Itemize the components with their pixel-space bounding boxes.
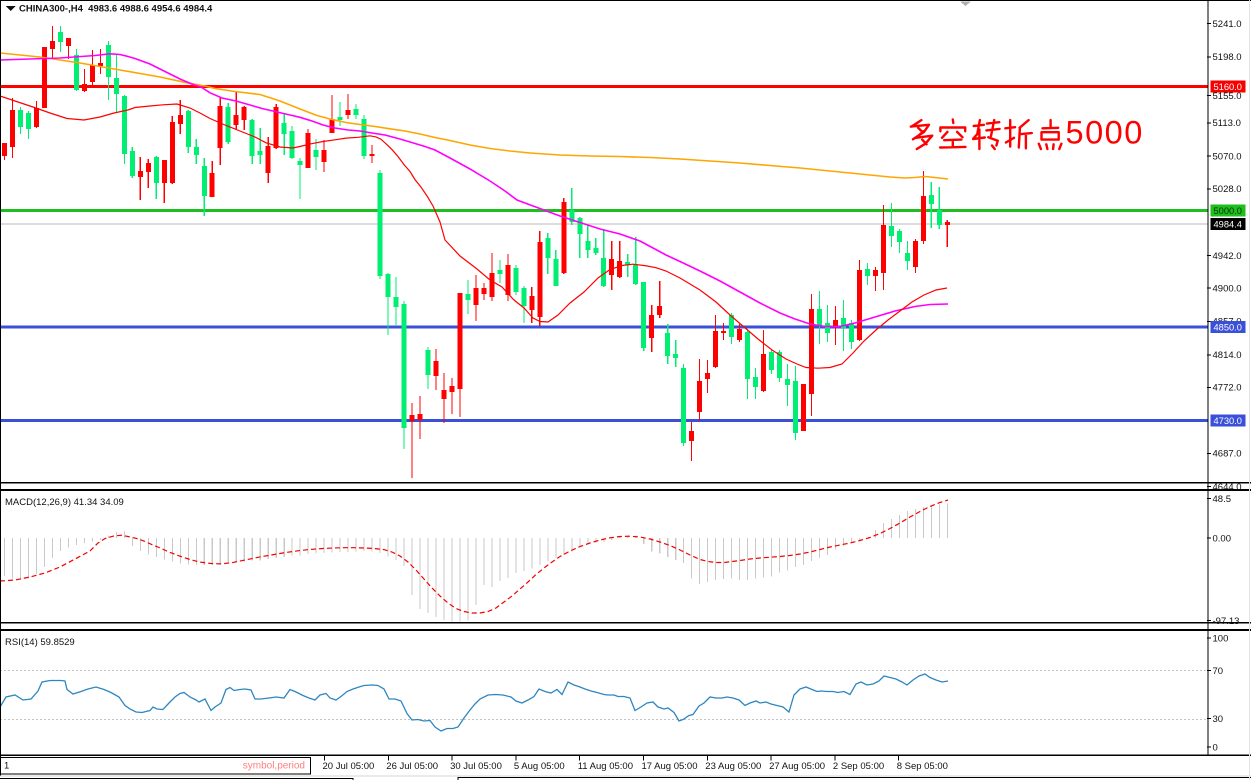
- svg-text:23 Aug 05:00: 23 Aug 05:00: [705, 761, 761, 772]
- svg-text:8 Sep 05:00: 8 Sep 05:00: [897, 761, 948, 772]
- svg-text:5155.0: 5155.0: [1213, 91, 1242, 102]
- svg-text:17 Aug 05:00: 17 Aug 05:00: [642, 761, 698, 772]
- svg-text:30: 30: [1213, 714, 1224, 725]
- svg-text:30 Jul 05:00: 30 Jul 05:00: [450, 761, 502, 772]
- svg-text:26 Jul 05:00: 26 Jul 05:00: [386, 761, 438, 772]
- svg-text:11 Aug 05:00: 11 Aug 05:00: [578, 761, 633, 772]
- svg-text:20 Jul 05:00: 20 Jul 05:00: [323, 761, 375, 772]
- svg-text:CHINA300-,H4 4983.6 4988.6 49: CHINA300-,H4 4983.6 4988.6 4954.6 4984.4: [19, 4, 213, 15]
- svg-text:4644.0: 4644.0: [1213, 482, 1242, 493]
- svg-text:MACD(12,26,9) 41.34 34.09: MACD(12,26,9) 41.34 34.09: [5, 497, 124, 508]
- svg-text:4730.0: 4730.0: [1214, 416, 1242, 426]
- svg-text:5241.0: 5241.0: [1213, 19, 1242, 30]
- svg-text:RSI(14) 59.8529: RSI(14) 59.8529: [5, 637, 75, 648]
- svg-text:1: 1: [4, 761, 9, 772]
- svg-text:4900.0: 4900.0: [1213, 283, 1242, 294]
- svg-text:70: 70: [1213, 666, 1224, 677]
- svg-text:48.5: 48.5: [1213, 494, 1232, 505]
- svg-text:5000.0: 5000.0: [1214, 206, 1242, 216]
- svg-text:4942.0: 4942.0: [1213, 251, 1242, 262]
- svg-text:2 Sep 05:00: 2 Sep 05:00: [833, 761, 884, 772]
- svg-text:symbol,period: symbol,period: [243, 761, 305, 772]
- svg-text:5028.0: 5028.0: [1213, 184, 1242, 195]
- svg-text:5070.0: 5070.0: [1213, 152, 1242, 163]
- svg-text:4814.0: 4814.0: [1213, 350, 1242, 361]
- svg-text:-97.13: -97.13: [1213, 616, 1240, 627]
- svg-text:4850.0: 4850.0: [1214, 322, 1242, 332]
- svg-text:5000: 5000: [1066, 115, 1144, 151]
- svg-text:0: 0: [1213, 742, 1218, 753]
- svg-text:27 Aug 05:00: 27 Aug 05:00: [769, 761, 825, 772]
- svg-text:100: 100: [1213, 633, 1229, 644]
- svg-text:4984.4: 4984.4: [1214, 219, 1242, 229]
- svg-text:5113.0: 5113.0: [1213, 118, 1241, 129]
- svg-text:0.00: 0.00: [1213, 533, 1232, 544]
- svg-text:5198.0: 5198.0: [1213, 52, 1242, 63]
- svg-text:4772.0: 4772.0: [1213, 383, 1242, 394]
- svg-text:5160.0: 5160.0: [1214, 82, 1242, 92]
- svg-text:5 Aug 05:00: 5 Aug 05:00: [514, 761, 565, 772]
- svg-text:4687.0: 4687.0: [1213, 449, 1242, 460]
